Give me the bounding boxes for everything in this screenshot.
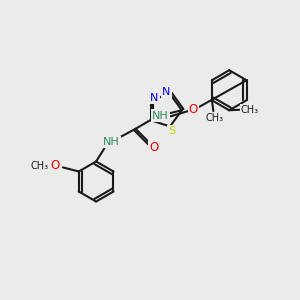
Text: NH: NH: [152, 110, 169, 121]
Text: O: O: [189, 103, 198, 116]
Text: CH₃: CH₃: [206, 112, 224, 123]
Text: N: N: [162, 87, 171, 97]
Text: CH₃: CH₃: [240, 105, 258, 115]
Text: CH₃: CH₃: [31, 161, 49, 171]
Text: S: S: [169, 126, 176, 136]
Text: N: N: [150, 93, 159, 103]
Text: O: O: [149, 141, 158, 154]
Text: O: O: [51, 158, 60, 172]
Text: NH: NH: [103, 137, 120, 147]
